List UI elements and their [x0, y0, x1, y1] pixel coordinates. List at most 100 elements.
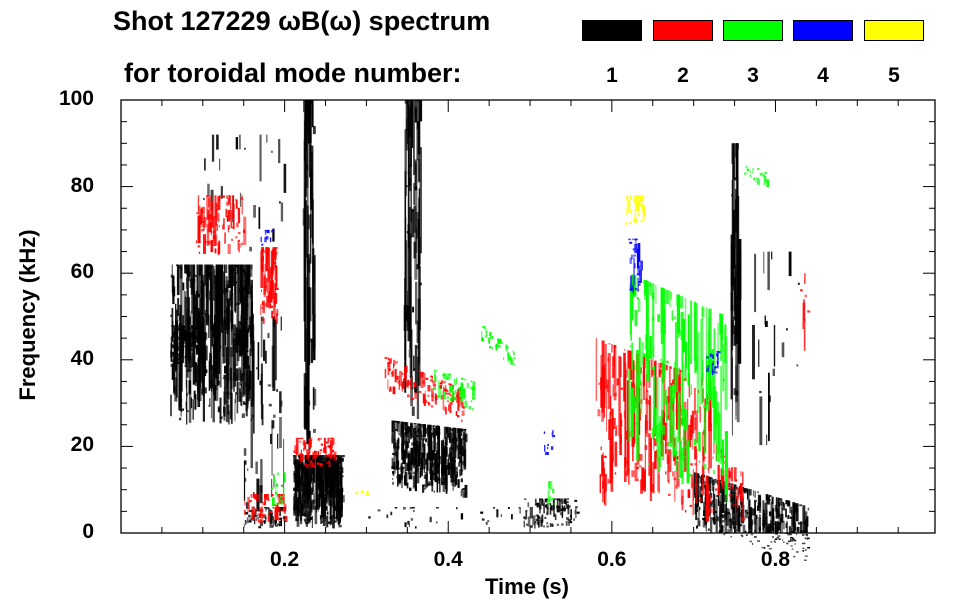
- spectrum-mark-mode-1: [333, 463, 335, 487]
- spectrum-mark-mode-1: [280, 517, 282, 527]
- spectrum-mark-mode-2: [624, 375, 627, 468]
- spectrum-mark-mode-1: [398, 467, 401, 470]
- spectrum-mark-mode-2: [603, 490, 606, 494]
- spectrum-mark-mode-2: [324, 437, 326, 454]
- spectrum-mark-mode-3: [460, 382, 463, 402]
- spectrum-mark-mode-1: [416, 320, 419, 343]
- spectrum-mark-mode-2: [440, 395, 444, 400]
- spectrum-mark-mode-1: [179, 345, 182, 348]
- spectrum-mark-mode-2: [802, 302, 806, 322]
- spectrum-mark-mode-1: [170, 325, 173, 327]
- spectrum-mark-mode-1: [268, 403, 272, 407]
- spectrum-mark-mode-3: [687, 416, 689, 449]
- spectrum-mark-mode-1: [742, 487, 745, 492]
- spectrum-mark-mode-1: [424, 487, 426, 490]
- spectrum-mark-mode-2: [427, 401, 430, 405]
- spectrum-mark-mode-1: [176, 335, 179, 349]
- spectrum-mark-mode-1: [208, 404, 211, 407]
- spectrum-mark-mode-1: [401, 421, 404, 424]
- spectrum-mark-mode-2: [237, 207, 241, 224]
- spectrum-mark-mode-1: [763, 509, 766, 517]
- spectrum-mark-mode-2: [427, 394, 430, 397]
- spectrum-mark-mode-1: [391, 420, 394, 442]
- spectrum-mark-mode-2: [709, 423, 712, 469]
- spectrum-mark-mode-1: [206, 369, 208, 373]
- spectrum-mark-mode-1: [411, 208, 415, 238]
- spectrum-mark-mode-1: [193, 390, 196, 399]
- spectrum-mark-mode-2: [627, 350, 629, 370]
- spectrum-mark-mode-1: [714, 478, 717, 484]
- spectrum-mark-mode-1: [341, 457, 344, 462]
- spectrum-mark-mode-1: [257, 507, 259, 509]
- spectrum-mark-mode-2: [274, 283, 276, 307]
- spectrum-mark-mode-2: [606, 378, 608, 432]
- spectrum-mark-mode-2: [638, 465, 642, 468]
- spectrum-mark-mode-2: [668, 480, 670, 484]
- spectrum-mark-mode-1: [330, 492, 332, 524]
- spectrum-mark-mode-1: [174, 362, 176, 365]
- spectrum-mark-mode-1: [254, 514, 256, 525]
- spectrum-mark-mode-2: [270, 266, 272, 287]
- spectrum-mark-mode-1: [397, 445, 400, 448]
- spectrum-mark-mode-3: [445, 376, 448, 380]
- spectrum-mark-mode-1: [568, 522, 570, 526]
- spectrum-mark-mode-1: [576, 511, 580, 514]
- spectrum-mark-mode-2: [449, 383, 453, 386]
- spectrum-mark-mode-1: [177, 264, 179, 291]
- spectrum-mark-mode-1: [194, 394, 197, 410]
- spectrum-mark-mode-1: [306, 362, 310, 436]
- spectrum-mark-mode-4: [632, 248, 636, 251]
- spectrum-mark-mode-1: [272, 316, 276, 391]
- spectrum-mark-mode-1: [170, 343, 173, 362]
- spectrum-mark-mode-1: [307, 318, 310, 403]
- spectrum-mark-mode-3: [690, 384, 692, 396]
- spectrum-mark-mode-1: [182, 325, 186, 329]
- spectrum-mark-mode-2: [675, 409, 679, 416]
- spectrum-mark-mode-1: [297, 484, 299, 492]
- spectrum-mark-mode-4: [547, 447, 549, 450]
- spectrum-mark-mode-2: [264, 302, 267, 307]
- spectrum-mark-mode-1: [544, 516, 547, 519]
- spectrum-mark-mode-1: [207, 264, 210, 318]
- spectrum-mark-mode-1: [776, 537, 780, 539]
- spectrum-mark-mode-2: [702, 450, 705, 475]
- legend-label-mode-5: 5: [888, 64, 900, 87]
- spectrum-mark-mode-3: [463, 378, 467, 381]
- spectrum-mark-mode-1: [777, 535, 781, 537]
- spectrum-mark-mode-1: [255, 461, 258, 474]
- spectrum-mark-mode-2: [610, 419, 613, 440]
- spectrum-mark-mode-2: [261, 289, 262, 292]
- spectrum-mark-mode-1: [265, 350, 267, 364]
- spectrum-mark-mode-3: [638, 337, 641, 385]
- spectrum-mark-mode-1: [214, 269, 216, 285]
- spectrum-mark-mode-2: [448, 404, 450, 411]
- spectrum-mark-mode-2: [712, 456, 714, 459]
- spectrum-mark-mode-1: [212, 364, 215, 423]
- spectrum-mark-mode-3: [470, 386, 474, 389]
- spectrum-mark-mode-2: [652, 462, 655, 494]
- spectrum-mark-mode-2: [616, 425, 618, 436]
- spectrum-mark-mode-2: [312, 451, 315, 460]
- spectrum-mark-mode-2: [619, 356, 622, 377]
- spectrum-mark-mode-2: [387, 368, 391, 372]
- spectrum-mark-mode-1: [403, 421, 406, 431]
- spectrum-mark-mode-1: [294, 491, 296, 498]
- spectrum-mark-mode-2: [274, 511, 277, 515]
- spectrum-mark-mode-2: [612, 356, 615, 378]
- spectrum-mark-mode-3: [660, 358, 663, 361]
- spectrum-mark-mode-2: [317, 451, 320, 456]
- spectrum-mark-mode-2: [601, 379, 604, 422]
- spectrum-mark-mode-1: [459, 428, 461, 459]
- spectrum-mark-mode-1: [767, 545, 770, 547]
- spectrum-mark-mode-1: [439, 477, 441, 493]
- spectrum-mark-mode-1: [736, 143, 739, 216]
- spectrum-mark-mode-1: [263, 339, 266, 361]
- spectrum-mark-mode-1: [408, 450, 410, 480]
- spectrum-mark-mode-1: [248, 514, 252, 517]
- spectrum-mark-mode-1: [414, 384, 417, 393]
- spectrum-mark-mode-1: [406, 462, 410, 472]
- spectrum-mark-mode-3: [646, 281, 650, 382]
- spectrum-mark-mode-1: [191, 332, 194, 338]
- spectrum-mark-mode-1: [428, 446, 431, 449]
- spectrum-mark-mode-1: [781, 342, 785, 358]
